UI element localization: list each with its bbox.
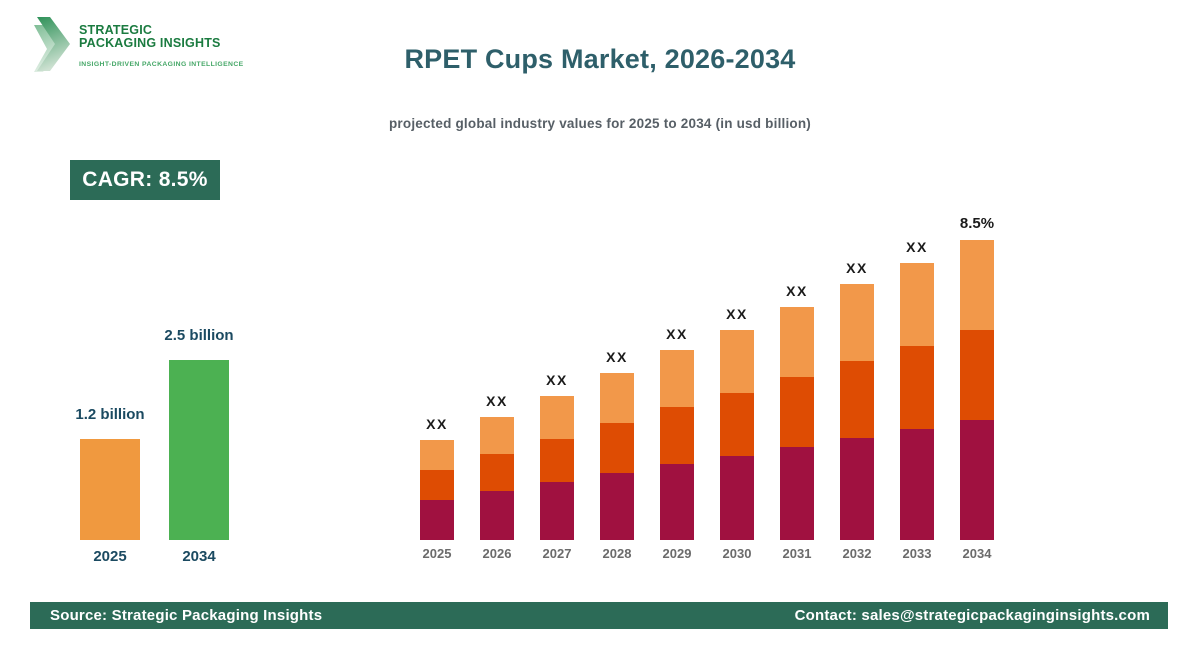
- brand-name-line2: PACKAGING INSIGHTS: [79, 36, 221, 50]
- stacked-bar-2030: [720, 330, 754, 540]
- bar-segment-middle-segment: [600, 423, 634, 473]
- footer-contact-text: Contact: sales@strategicpackaginginsight…: [794, 607, 1150, 624]
- cagr-badge: CAGR: 8.5%: [70, 160, 220, 200]
- bar-segment-bottom-segment: [660, 464, 694, 540]
- mini-bar-2025: [80, 439, 140, 540]
- bar-segment-top-segment: [540, 396, 574, 439]
- axis-year-label: 2025: [422, 546, 452, 561]
- bar-segment-bottom-segment: [480, 491, 514, 540]
- bar-segment-top-segment: [600, 373, 634, 423]
- bar-segment-top-segment: [840, 284, 874, 361]
- bar-value-label: XX: [606, 349, 628, 365]
- bar-value-label: XX: [546, 372, 568, 388]
- stacked-bar-2032: [840, 284, 874, 540]
- bar-segment-top-segment: [780, 307, 814, 377]
- axis-year-label: 2032: [842, 546, 872, 561]
- axis-year-label: 2033: [902, 546, 932, 561]
- footer-source-text: Source: Strategic Packaging Insights: [50, 607, 323, 624]
- bar-segment-middle-segment: [900, 346, 934, 429]
- bar-value-label: XX: [786, 283, 808, 299]
- brand-logo: STRATEGIC PACKAGING INSIGHTS INSIGHT-DRI…: [33, 16, 244, 72]
- stacked-bar-2027: [540, 396, 574, 540]
- axis-year-label: 2027: [542, 546, 572, 561]
- stacked-bar-2025: [420, 440, 454, 540]
- bar-value-label: XX: [906, 239, 928, 255]
- brand-name-line1: STRATEGIC: [79, 23, 153, 37]
- brand-name-block: STRATEGIC PACKAGING INSIGHTS INSIGHT-DRI…: [79, 16, 244, 72]
- mini-bar-value-label: 1.2 billion: [75, 406, 145, 423]
- bar-segment-bottom-segment: [960, 420, 994, 540]
- bar-segment-middle-segment: [660, 407, 694, 464]
- mini-bar-value-label: 2.5 billion: [164, 327, 234, 344]
- bar-value-label: 8.5%: [959, 215, 995, 232]
- bar-value-label: XX: [726, 306, 748, 322]
- bar-segment-bottom-segment: [780, 447, 814, 540]
- brand-tagline: INSIGHT-DRIVEN PACKAGING INTELLIGENCE: [79, 61, 244, 68]
- growth-summary-chart: 1.2 billion 2025 2.5 billion 2034: [75, 327, 234, 565]
- bar-segment-top-segment: [480, 417, 514, 454]
- mini-bar-2034: [169, 360, 229, 540]
- bar-segment-top-segment: [720, 330, 754, 393]
- axis-year-label: 2026: [482, 546, 512, 561]
- bar-segment-bottom-segment: [600, 473, 634, 540]
- axis-year-label: 2028: [602, 546, 632, 561]
- bar-segment-middle-segment: [840, 361, 874, 438]
- bar-segment-bottom-segment: [540, 482, 574, 540]
- mini-bar-year-label: 2034: [182, 548, 216, 565]
- bar-segment-middle-segment: [420, 470, 454, 500]
- bar-value-label: XX: [666, 326, 688, 342]
- bar-segment-bottom-segment: [900, 429, 934, 540]
- bar-segment-top-segment: [960, 240, 994, 330]
- bar-value-label: XX: [426, 416, 448, 432]
- bar-segment-middle-segment: [720, 393, 754, 456]
- brand-arrow-icon: [34, 17, 70, 72]
- mini-bar-year-label: 2025: [93, 548, 127, 565]
- footer-bar: Source: Strategic Packaging Insights Con…: [30, 602, 1168, 629]
- bar-segment-bottom-segment: [420, 500, 454, 540]
- stacked-bar-2029: [660, 350, 694, 540]
- axis-year-label: 2030: [722, 546, 752, 561]
- axis-year-label: 2029: [662, 546, 692, 561]
- page-title: RPET Cups Market, 2026-2034: [404, 44, 796, 74]
- bar-segment-middle-segment: [780, 377, 814, 447]
- bar-segment-middle-segment: [540, 439, 574, 482]
- page-subtitle: projected global industry values for 202…: [388, 116, 812, 131]
- bar-value-label: XX: [486, 393, 508, 409]
- bar-segment-top-segment: [660, 350, 694, 407]
- bar-segment-bottom-segment: [840, 438, 874, 540]
- stacked-bar-2028: [600, 373, 634, 540]
- bar-segment-middle-segment: [480, 454, 514, 491]
- yearly-projection-chart: XX 2025 XX 2026 XX 2027 XX 2028 XX 2029 XX 2030 XX 20…: [420, 200, 1000, 561]
- stacked-bar-2033: [900, 263, 934, 540]
- bar-segment-middle-segment: [960, 330, 994, 420]
- stacked-bar-2031: [780, 307, 814, 540]
- bar-segment-top-segment: [420, 440, 454, 470]
- stacked-bar-2026: [480, 417, 514, 540]
- axis-year-label: 2034: [962, 546, 992, 561]
- bar-segment-top-segment: [900, 263, 934, 346]
- axis-year-label: 2031: [782, 546, 812, 561]
- stacked-bar-2034: [960, 240, 994, 540]
- bar-value-label: XX: [846, 260, 868, 276]
- bar-segment-bottom-segment: [720, 456, 754, 540]
